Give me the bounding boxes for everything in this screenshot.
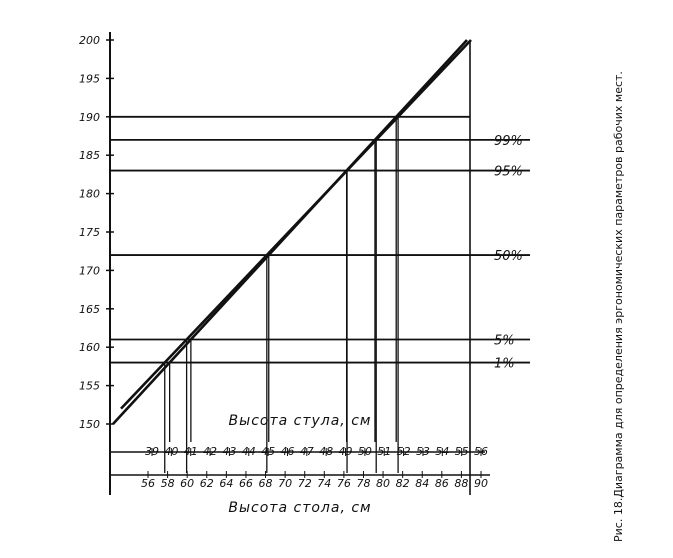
y-tick-label: 165	[79, 303, 100, 316]
table-tick-label: 74	[317, 477, 331, 490]
chair-tick-label: 42	[203, 445, 217, 458]
table-tick-label: 84	[415, 477, 429, 490]
y-tick-label: 170	[79, 264, 100, 277]
chair-tick-label: 54	[435, 445, 449, 458]
chair-tick-label: 41	[184, 445, 198, 458]
chair-tick-label: 53	[416, 445, 430, 458]
figure-caption: Рис. 18.Диаграмма для определения эргоно…	[612, 71, 625, 542]
y-tick-label: 190	[79, 111, 100, 124]
y-tick-label: 175	[79, 226, 100, 239]
table-tick-label: 56	[141, 477, 155, 490]
chair-axis-title: Высота стула, см	[229, 413, 372, 429]
table-tick-label: 90	[474, 477, 488, 490]
chair-tick-label: 47	[300, 445, 314, 458]
table-tick-label: 80	[376, 477, 390, 490]
table-tick-label: 66	[239, 477, 253, 490]
chair-tick-label: 50	[358, 445, 372, 458]
table-tick-label: 64	[219, 477, 233, 490]
chair-tick-label: 44	[242, 445, 256, 458]
table-tick-label: 82	[396, 477, 410, 490]
chair-tick-label: 49	[339, 445, 353, 458]
table-tick-label: 68	[259, 477, 273, 490]
table-tick-label: 58	[161, 477, 175, 490]
drop-lines	[164, 116, 399, 473]
percentile-label: 50%	[494, 249, 523, 264]
table-axis-title: Высота стола, см	[228, 500, 371, 516]
y-tick-label: 185	[79, 149, 100, 162]
chair-tick-label: 40	[164, 445, 178, 458]
percentile-label: 5%	[494, 334, 515, 349]
chair-tick-label: 45	[261, 445, 275, 458]
y-tick-label: 160	[79, 341, 100, 354]
table-tick-label: 88	[454, 477, 468, 490]
chair-tick-label: 55	[455, 445, 469, 458]
y-tick-label: 155	[79, 380, 100, 393]
table-tick-label: 86	[435, 477, 449, 490]
chair-tick-label: 39	[145, 445, 159, 458]
table-tick-label: 70	[278, 477, 292, 490]
table-tick-label: 72	[298, 477, 312, 490]
percentile-label: 95%	[494, 165, 523, 180]
chair-tick-label: 52	[397, 445, 411, 458]
y-tick-label: 195	[79, 72, 100, 85]
grid-lines	[110, 115, 530, 364]
ergonomics-chart: 150 155 160 165 170 175 180 185 190 195 200 1% 5% 50%…	[79, 32, 530, 516]
table-tick-label: 78	[356, 477, 370, 490]
y-tick-label: 200	[79, 34, 100, 47]
y-tick-label: 150	[79, 418, 100, 431]
table-tick-label: 62	[200, 477, 214, 490]
diagonal-lines	[112, 39, 472, 425]
table-tick-label: 60	[180, 477, 194, 490]
chair-tick-label: 51	[377, 445, 391, 458]
y-tick-label: 180	[79, 188, 100, 201]
percentile-label: 99%	[494, 134, 523, 149]
tick-labels: 150 155 160 165 170 175 180 185 190 195 200 1% 5% 50%…	[79, 34, 523, 490]
table-tick-label: 76	[337, 477, 351, 490]
table-height-line	[120, 39, 472, 410]
percentile-label: 1%	[494, 357, 515, 372]
chair-tick-label: 43	[222, 445, 236, 458]
chair-tick-label: 48	[319, 445, 333, 458]
chair-tick-label: 56	[474, 445, 488, 458]
axes	[106, 32, 490, 495]
chair-tick-label: 46	[280, 445, 294, 458]
